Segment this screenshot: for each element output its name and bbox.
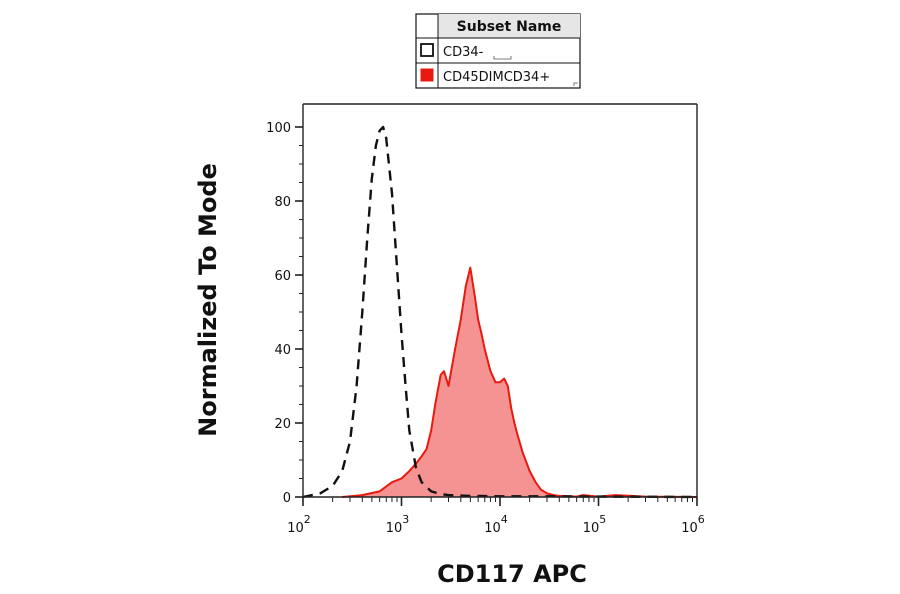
x-tick-label: 103 [386,513,410,536]
x-tick-label: 106 [681,513,705,536]
legend-swatch-cd45dim-cd34-pos [420,68,434,82]
y-axis-title: Normalized To Mode [194,163,222,437]
gate-bracket-icon [493,56,512,60]
series-area-cd45dimcd34 [342,267,697,497]
x-tick-label: 102 [287,513,311,536]
series-line-cd45dimcd34 [342,266,698,498]
y-tick-label: 80 [274,195,291,210]
legend-header-bg [438,14,580,38]
series-line-cd34 [302,125,698,499]
legend-label-cd34-neg: CD34- [443,45,484,60]
series-layer [302,125,698,499]
x-ticks: 102 103 104 105 106 [287,497,705,536]
legend: Subset Name CD34- CD45DIMCD34+ [415,13,581,89]
y-tick-label: 0 [283,491,291,506]
gate-bracket-icon [573,82,578,86]
x-axis-title: CD117 APC [437,560,587,588]
legend-header: Subset Name [457,19,562,35]
legend-label-cd45dim-cd34-pos: CD45DIMCD34+ [443,70,550,85]
y-tick-label: 20 [274,417,291,432]
y-tick-label: 40 [274,343,291,358]
x-tick-label: 104 [484,513,508,536]
legend-swatch-cd34-neg [420,43,434,57]
y-tick-label: 60 [274,269,291,284]
y-tick-label: 100 [266,121,291,136]
y-ticks: 0 20 40 60 80 100 [266,121,303,506]
x-tick-label: 105 [583,513,607,536]
